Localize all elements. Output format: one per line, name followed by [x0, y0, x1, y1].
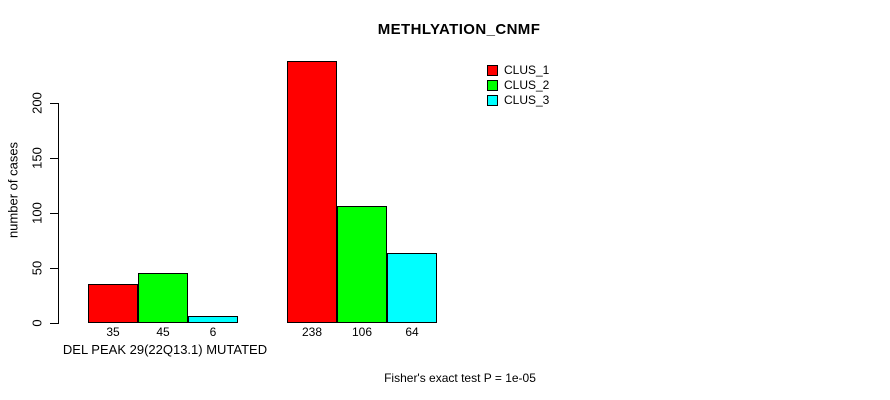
y-axis-tick-label: 100: [29, 202, 45, 224]
legend-label: CLUS_3: [504, 93, 550, 107]
bar-group2-clus_1: [287, 61, 337, 323]
chart-title: METHLYATION_CNMF: [377, 21, 541, 38]
bar-value-label: 64: [405, 325, 419, 339]
bar-group1-clus_2: [138, 273, 188, 323]
y-axis-tick-label: 200: [29, 92, 45, 114]
bar-value-label: 35: [106, 325, 120, 339]
bar-group1-clus_1: [88, 284, 138, 323]
legend-label: CLUS_2: [504, 78, 550, 92]
legend-label: CLUS_1: [504, 63, 550, 77]
y-axis-tick: [50, 268, 58, 269]
y-axis-tick: [50, 103, 58, 104]
y-axis-tick: [50, 323, 58, 324]
bar-value-label: 6: [209, 325, 217, 339]
y-axis-line: [58, 103, 59, 324]
y-axis-tick-label: 150: [29, 147, 45, 169]
bar-value-label: 106: [351, 325, 373, 339]
bar-group2-clus_2: [337, 206, 387, 323]
legend-item-clus_2: CLUS_2: [487, 79, 549, 92]
legend-swatch: [487, 65, 498, 76]
x-axis-group-label: DEL PEAK 29(22Q13.1) MUTATED: [62, 342, 268, 357]
bar-value-label: 45: [156, 325, 170, 339]
bar-value-label: 238: [301, 325, 323, 339]
bar-group1-clus_3: [188, 316, 238, 323]
y-axis-tick-label: 0: [29, 319, 45, 327]
legend-item-clus_1: CLUS_1: [487, 64, 549, 77]
y-axis-tick: [50, 158, 58, 159]
legend-swatch: [487, 95, 498, 106]
legend-swatch: [487, 80, 498, 91]
y-axis-tick-label: 50: [29, 260, 45, 276]
y-axis-tick: [50, 213, 58, 214]
legend-item-clus_3: CLUS_3: [487, 94, 549, 107]
legend: CLUS_1 CLUS_2 CLUS_3: [487, 64, 549, 107]
fisher-test-annotation: Fisher's exact test P = 1e-05: [384, 371, 536, 385]
bar-group2-clus_3: [387, 253, 437, 323]
